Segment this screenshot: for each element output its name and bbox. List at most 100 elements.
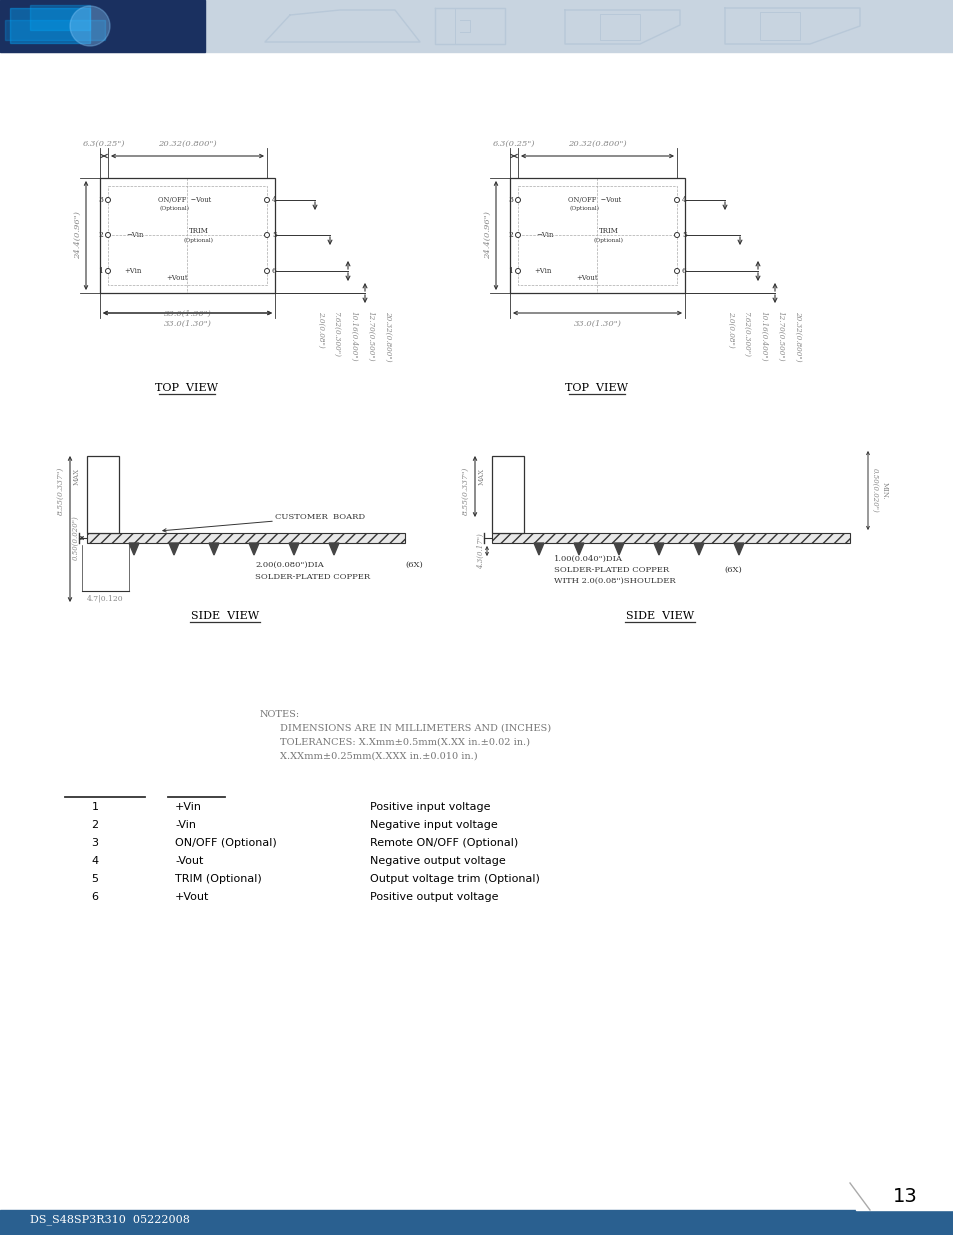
Text: MAX: MAX bbox=[477, 467, 485, 484]
Polygon shape bbox=[614, 543, 623, 555]
Text: (6X): (6X) bbox=[405, 561, 422, 569]
Text: 20.32(0.800"): 20.32(0.800") bbox=[793, 311, 801, 362]
Bar bbox=[87, 456, 119, 534]
Text: 6.3(0.25"): 6.3(0.25") bbox=[493, 140, 535, 148]
Text: 12.70(0.500"): 12.70(0.500") bbox=[776, 311, 784, 362]
Text: TRIM: TRIM bbox=[598, 227, 618, 235]
Text: SIDE  VIEW: SIDE VIEW bbox=[625, 611, 694, 621]
Text: TOLERANCES: X.Xmm±0.5mm(X.XX in.±0.02 in.): TOLERANCES: X.Xmm±0.5mm(X.XX in.±0.02 in… bbox=[280, 739, 530, 747]
Text: 10.16(0.400"): 10.16(0.400") bbox=[350, 311, 357, 362]
Text: 2.0(0.08"): 2.0(0.08") bbox=[316, 311, 325, 348]
Text: 13: 13 bbox=[892, 1187, 917, 1205]
Text: 20.32(0.800"): 20.32(0.800") bbox=[384, 311, 392, 362]
Text: 1: 1 bbox=[91, 802, 98, 811]
Text: MAX: MAX bbox=[73, 467, 81, 484]
Text: +Vout: +Vout bbox=[174, 892, 209, 902]
Text: NOTES:: NOTES: bbox=[260, 710, 300, 719]
Text: +Vin: +Vin bbox=[174, 802, 202, 811]
Text: TRIM: TRIM bbox=[189, 227, 209, 235]
Text: 6: 6 bbox=[681, 267, 686, 275]
Text: 6: 6 bbox=[91, 892, 98, 902]
Text: 5: 5 bbox=[272, 231, 276, 240]
Text: ON/OFF (Optional): ON/OFF (Optional) bbox=[174, 839, 276, 848]
Text: 33.0(1.30"): 33.0(1.30") bbox=[163, 310, 212, 317]
Text: Positive input voltage: Positive input voltage bbox=[370, 802, 490, 811]
Text: 1: 1 bbox=[98, 267, 103, 275]
Text: 24.4(0.96"): 24.4(0.96") bbox=[74, 211, 82, 259]
Text: 8.55(0.337"): 8.55(0.337") bbox=[57, 467, 65, 515]
Text: SIDE  VIEW: SIDE VIEW bbox=[191, 611, 259, 621]
Text: CUSTOMER  BOARD: CUSTOMER BOARD bbox=[274, 513, 365, 521]
Text: TOP  VIEW: TOP VIEW bbox=[565, 383, 628, 393]
Bar bbox=[492, 534, 849, 543]
Text: 0.50(0.020"): 0.50(0.020") bbox=[71, 516, 80, 561]
Polygon shape bbox=[169, 543, 179, 555]
Text: +Vin: +Vin bbox=[534, 267, 551, 275]
Bar bbox=[108, 186, 267, 285]
Text: Positive output voltage: Positive output voltage bbox=[370, 892, 498, 902]
Circle shape bbox=[674, 268, 679, 273]
Text: 10.16(0.400"): 10.16(0.400") bbox=[760, 311, 767, 362]
Text: (Optional): (Optional) bbox=[184, 237, 213, 242]
Text: (Optional): (Optional) bbox=[594, 237, 623, 242]
Circle shape bbox=[264, 268, 269, 273]
Bar bbox=[517, 186, 677, 285]
Circle shape bbox=[264, 198, 269, 203]
Text: CUSTOMER  BOARD: CUSTOMER BOARD bbox=[683, 536, 773, 543]
Bar bbox=[87, 534, 405, 543]
Text: 8.55(0.337"): 8.55(0.337") bbox=[461, 467, 470, 515]
Circle shape bbox=[515, 268, 520, 273]
Text: +Vout: +Vout bbox=[166, 274, 188, 282]
Text: 33.0(1.30"): 33.0(1.30") bbox=[163, 320, 212, 329]
Bar bbox=[5, 20, 105, 40]
Polygon shape bbox=[534, 543, 543, 555]
Text: 3: 3 bbox=[98, 196, 103, 204]
Bar bbox=[0, 1210, 953, 1235]
Text: +Vin: +Vin bbox=[124, 267, 142, 275]
Text: −Vin: −Vin bbox=[126, 231, 144, 240]
Bar bbox=[0, 0, 205, 52]
Polygon shape bbox=[289, 543, 298, 555]
Text: DIMENSIONS ARE IN MILLIMETERS AND (INCHES): DIMENSIONS ARE IN MILLIMETERS AND (INCHE… bbox=[280, 724, 551, 734]
Text: 20.32(0.800"): 20.32(0.800") bbox=[158, 140, 216, 148]
Circle shape bbox=[674, 198, 679, 203]
Text: 2: 2 bbox=[98, 231, 103, 240]
Text: TRIM (Optional): TRIM (Optional) bbox=[174, 874, 261, 884]
Polygon shape bbox=[574, 543, 583, 555]
Text: -Vin: -Vin bbox=[174, 820, 195, 830]
Bar bbox=[10, 7, 90, 43]
Polygon shape bbox=[129, 543, 139, 555]
Circle shape bbox=[515, 198, 520, 203]
Text: 7.62(0.300"): 7.62(0.300") bbox=[332, 311, 339, 357]
Text: 12.70(0.500"): 12.70(0.500") bbox=[367, 311, 375, 362]
Text: 2.0(0.08"): 2.0(0.08") bbox=[726, 311, 734, 348]
Text: 5: 5 bbox=[681, 231, 686, 240]
Text: TOP  VIEW: TOP VIEW bbox=[155, 383, 218, 393]
Polygon shape bbox=[249, 543, 258, 555]
Text: 4.7|0.120: 4.7|0.120 bbox=[87, 594, 124, 601]
Text: (Optional): (Optional) bbox=[569, 205, 599, 211]
Text: Remote ON/OFF (Optional): Remote ON/OFF (Optional) bbox=[370, 839, 517, 848]
Text: MIN.: MIN. bbox=[880, 482, 888, 499]
Text: SOLDER-PLATED COPPER: SOLDER-PLATED COPPER bbox=[554, 566, 668, 574]
Bar bbox=[0, 0, 953, 52]
Text: ON/OFF  −Vout: ON/OFF −Vout bbox=[158, 196, 212, 204]
Text: 7.62(0.300"): 7.62(0.300") bbox=[741, 311, 749, 357]
Text: 4: 4 bbox=[91, 856, 98, 866]
Text: 2: 2 bbox=[91, 820, 98, 830]
Bar bbox=[100, 178, 274, 293]
Text: 4.3(0.17"): 4.3(0.17") bbox=[476, 534, 484, 569]
Text: ON/OFF  −Vout: ON/OFF −Vout bbox=[568, 196, 621, 204]
Circle shape bbox=[106, 268, 111, 273]
Text: 1: 1 bbox=[508, 267, 513, 275]
Text: Output voltage trim (Optional): Output voltage trim (Optional) bbox=[370, 874, 539, 884]
Text: -Vout: -Vout bbox=[174, 856, 203, 866]
Text: −Vin: −Vin bbox=[536, 231, 553, 240]
Circle shape bbox=[674, 232, 679, 237]
Polygon shape bbox=[654, 543, 663, 555]
Text: 1.00(0.040")DIA: 1.00(0.040")DIA bbox=[554, 555, 622, 563]
Text: 0.50(0.020"): 0.50(0.020") bbox=[870, 468, 878, 513]
Text: 4: 4 bbox=[681, 196, 686, 204]
Text: 3: 3 bbox=[507, 196, 513, 204]
Text: +Vout: +Vout bbox=[576, 274, 598, 282]
